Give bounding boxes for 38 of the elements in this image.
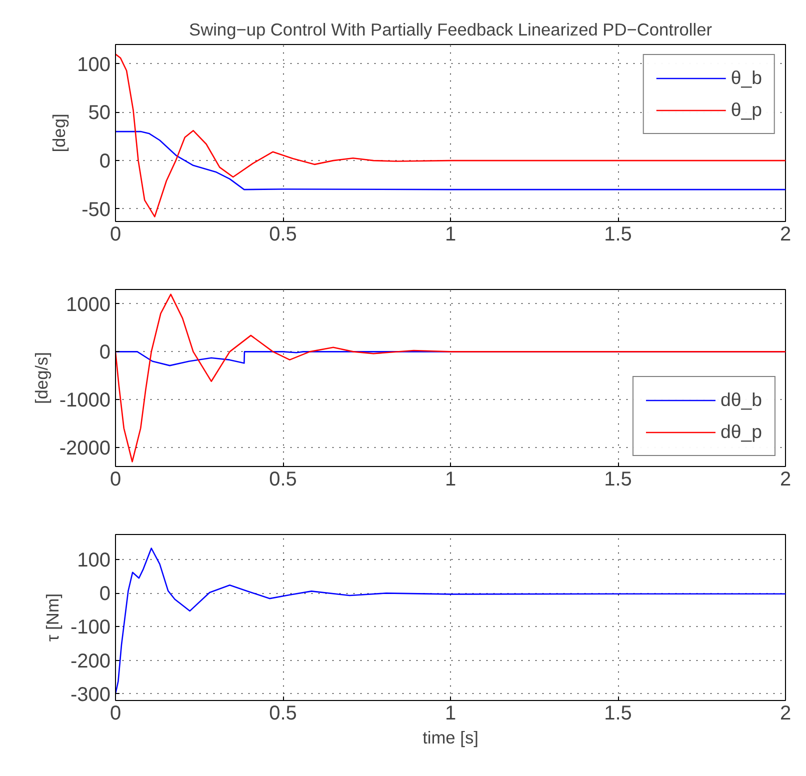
x-tick-label: 0.5 [269, 224, 297, 246]
legend-label: dθ_b [720, 389, 762, 411]
y-tick-label: 0 [99, 150, 110, 173]
x-tick-label: 2 [780, 224, 792, 246]
y-tick-label: -300 [70, 684, 110, 706]
y-tick-label: 1000 [66, 294, 111, 316]
legend-label: θ_b [730, 67, 762, 89]
x-tick-label: 0.5 [269, 468, 297, 490]
y-tick-label: -100 [70, 616, 110, 639]
y-axis-title: τ [Nm] [42, 593, 62, 642]
x-tick-label: 1.5 [604, 224, 632, 246]
y-tick-label: 0 [99, 583, 110, 606]
y-tick-label: 100 [77, 54, 111, 76]
y-axis-title: [deg] [49, 114, 70, 152]
x-tick-label: 1 [444, 702, 456, 724]
legend-label: dθ_p [720, 421, 762, 443]
y-tick-label: 50 [88, 102, 111, 124]
line-series [116, 130, 786, 190]
x-tick-label: 1 [444, 468, 456, 490]
y-tick-label: -200 [70, 650, 110, 672]
line-series [116, 548, 786, 694]
line-series [116, 54, 786, 218]
x-tick-label: 2 [780, 468, 792, 490]
x-axis-title: time [s] [422, 728, 478, 748]
y-axis-title: [deg/s] [31, 352, 52, 404]
x-tick-label: 1.5 [604, 702, 632, 724]
x-tick-label: 2 [780, 702, 792, 724]
legend-label: θ_p [730, 99, 762, 121]
x-tick-label: 1 [444, 224, 456, 246]
y-tick-label: 0 [99, 342, 110, 364]
x-tick-label: 1.5 [604, 468, 632, 490]
y-tick-label: -1000 [59, 390, 111, 412]
line-series [116, 294, 786, 462]
y-tick-label: 100 [77, 550, 111, 572]
y-tick-label: -2000 [59, 437, 111, 460]
chart-title: Swing−up Control With Partially Feedback Linearized PD−Controller [189, 20, 712, 40]
x-tick-label: 0.5 [269, 702, 297, 724]
y-tick-label: -50 [82, 198, 110, 221]
